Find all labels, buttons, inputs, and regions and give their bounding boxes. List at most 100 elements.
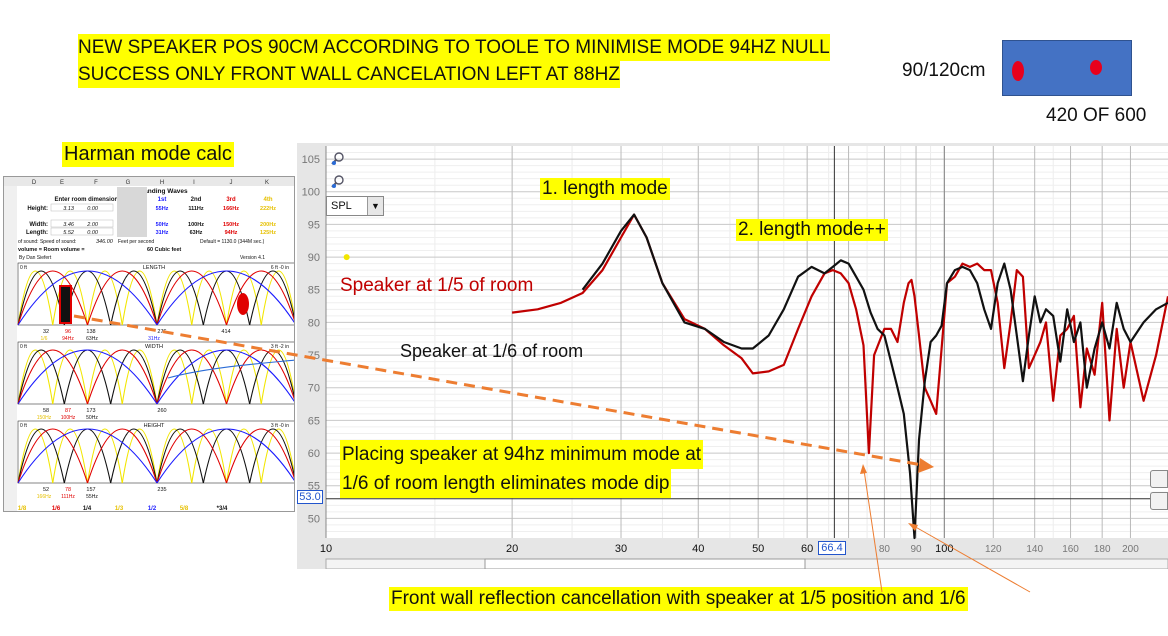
x-tick-label: 30 bbox=[615, 543, 627, 555]
sheet-fraction: 5/8 bbox=[180, 506, 189, 512]
sheet-value: 3.46 bbox=[63, 222, 75, 228]
sheet-value: 3.13 bbox=[63, 206, 75, 212]
sheet-value: 5.52 bbox=[63, 230, 74, 236]
sheet-wave-arc bbox=[249, 270, 294, 326]
sheet-input-cell bbox=[50, 203, 114, 212]
x-cursor-readout: 66.4 bbox=[818, 541, 846, 555]
sheet-mode-value: 50Hz bbox=[156, 222, 169, 228]
sheet-panel bbox=[17, 341, 294, 405]
y-tick-label: 85 bbox=[308, 285, 320, 297]
sheet-panel-tick: 173 bbox=[86, 408, 95, 414]
sheet-version: Version 4.1 bbox=[240, 255, 265, 261]
sheet-mode-value: 111Hz bbox=[188, 206, 204, 212]
sheet-volume-label: volume = Room volume = bbox=[18, 247, 85, 253]
placing-note: Placing speaker at 94hz minimum mode at … bbox=[340, 440, 704, 498]
sheet-input-cell bbox=[50, 227, 114, 236]
sheet-panel-right: 3 ft -2 in bbox=[271, 344, 289, 350]
sheet-col-header: F bbox=[94, 180, 98, 186]
sheet-mode-value: 94Hz bbox=[225, 230, 238, 236]
y-cursor-readout: 53.0 bbox=[297, 490, 323, 504]
sheet-wave-arc bbox=[17, 270, 158, 326]
room-size-label: 420 OF 600 bbox=[1046, 105, 1147, 126]
sheet-volume-value: 60 Cubic feet bbox=[147, 247, 181, 253]
sheet-panel-tick: 414 bbox=[221, 329, 230, 335]
placing-note-line1: Placing speaker at 94hz minimum mode at bbox=[340, 440, 704, 469]
zoom-in-icon[interactable] bbox=[331, 152, 345, 166]
y-tick-label: 55 bbox=[308, 481, 320, 493]
sheet-fraction: 1/4 bbox=[83, 506, 92, 512]
sheet-wave-arc bbox=[86, 270, 123, 326]
sheet-panel-sub: 150Hz bbox=[37, 415, 52, 421]
sheet-panel-sub: 55Hz bbox=[86, 494, 98, 500]
speaker-marker-box bbox=[59, 285, 72, 324]
placing-note-line2: 1/6 of room length eliminates mode dip bbox=[340, 469, 672, 498]
sheet-panel-sub: 50Hz bbox=[86, 415, 98, 421]
side-button-bottom[interactable] bbox=[1150, 492, 1168, 510]
sheet-wave-arc bbox=[17, 428, 54, 484]
sheet-value: 0.00 bbox=[87, 206, 99, 212]
sheet-panel-left: 0 ft bbox=[20, 265, 28, 271]
y-tick-label: 50 bbox=[308, 513, 320, 525]
sheet-mode-value: 200Hz bbox=[260, 222, 276, 228]
sheet-order-header: 3rd bbox=[226, 197, 236, 203]
sheet-title: Axial Standing Waves bbox=[120, 188, 188, 195]
headline-line2: SUCCESS ONLY FRONT WALL CANCELATION LEFT… bbox=[78, 61, 620, 88]
marker-dot bbox=[343, 254, 350, 261]
sheet-author: By Dan Siefert bbox=[19, 255, 52, 261]
zoom-out-icon[interactable] bbox=[331, 175, 345, 189]
sheet-panel-sub: 94Hz bbox=[62, 336, 74, 342]
sheet-wave-arc bbox=[17, 349, 54, 405]
y-tick-label: 65 bbox=[308, 415, 320, 427]
y-tick-label: 100 bbox=[302, 187, 320, 199]
sheet-speed-value: 346.00 bbox=[96, 239, 114, 245]
headline: NEW SPEAKER POS 90CM ACCORDING TO TOOLE … bbox=[78, 34, 830, 88]
harman-label: Harman mode calc bbox=[62, 142, 234, 167]
x-tick-label: 160 bbox=[1062, 544, 1079, 555]
side-button-top[interactable] bbox=[1150, 470, 1168, 488]
sheet-panel-right: 6 ft -0 in bbox=[271, 265, 289, 271]
sheet-wave-arc bbox=[17, 270, 65, 326]
sheet-wave-arc bbox=[225, 270, 294, 326]
sheet-wave-arc bbox=[156, 270, 294, 326]
spl-select[interactable]: SPL ▼ bbox=[326, 196, 384, 216]
sheet-col-header: H bbox=[160, 180, 164, 186]
sheet-panel-sub: 1/6 bbox=[41, 336, 48, 342]
sheet-fraction: 1/2 bbox=[148, 506, 157, 512]
front-wall-note: Front wall reflection cancellation with … bbox=[389, 587, 968, 611]
sheet-panel bbox=[17, 420, 294, 484]
sheet-col-header-bar bbox=[4, 177, 294, 186]
sheet-value: 2.00 bbox=[86, 222, 99, 228]
sheet-panel-tick: 276 bbox=[157, 329, 166, 335]
sheet-speed-label: of sound: Speed of sound: bbox=[18, 239, 76, 245]
length-mode-2-note: 2. length mode++ bbox=[736, 219, 888, 241]
sheet-wave-arc bbox=[156, 270, 204, 326]
sheet-panel-sub: 111Hz bbox=[61, 494, 75, 500]
sheet-wave-arc bbox=[156, 270, 193, 326]
sheet-wave-arc bbox=[191, 270, 228, 326]
sheet-panel-name: WIDTH bbox=[145, 344, 163, 350]
x-tick-label: 180 bbox=[1094, 544, 1111, 555]
sheet-panel-name: HEIGHT bbox=[144, 423, 165, 429]
sheet-wave-arc bbox=[17, 428, 65, 484]
sheet-grey-block bbox=[117, 187, 147, 237]
sheet-col-header: G bbox=[126, 180, 131, 186]
room-position-label: 90/120cm bbox=[902, 60, 986, 81]
speaker-marker-dot bbox=[237, 293, 249, 315]
sheet-panel-left: 0 ft bbox=[20, 423, 28, 429]
spl-select-value: SPL bbox=[331, 200, 352, 212]
sheet-mode-value: 125Hz bbox=[260, 230, 276, 236]
sheet-order-header: 2nd bbox=[191, 197, 202, 203]
y-tick-label: 95 bbox=[308, 219, 320, 231]
x-tick-label: 40 bbox=[692, 543, 704, 555]
sheet-input-cell bbox=[50, 219, 114, 228]
sheet-row-label: Width: bbox=[29, 222, 48, 228]
sheet-panel-tick: 157 bbox=[86, 487, 95, 493]
sheet-mode-value: 100Hz bbox=[188, 222, 204, 228]
sheet-speed-unit: Feet per second bbox=[118, 239, 154, 245]
sheet-row-label: Length: bbox=[26, 230, 48, 236]
sheet-panel-sub: 100Hz bbox=[61, 415, 76, 421]
sheet-mode-value: 166Hz bbox=[223, 206, 239, 212]
sheet-panel-right: 3 ft -0 in bbox=[271, 423, 289, 429]
sheet-mode-value: 55Hz bbox=[156, 206, 169, 212]
sheet-panel-tick: 78 bbox=[65, 487, 71, 493]
